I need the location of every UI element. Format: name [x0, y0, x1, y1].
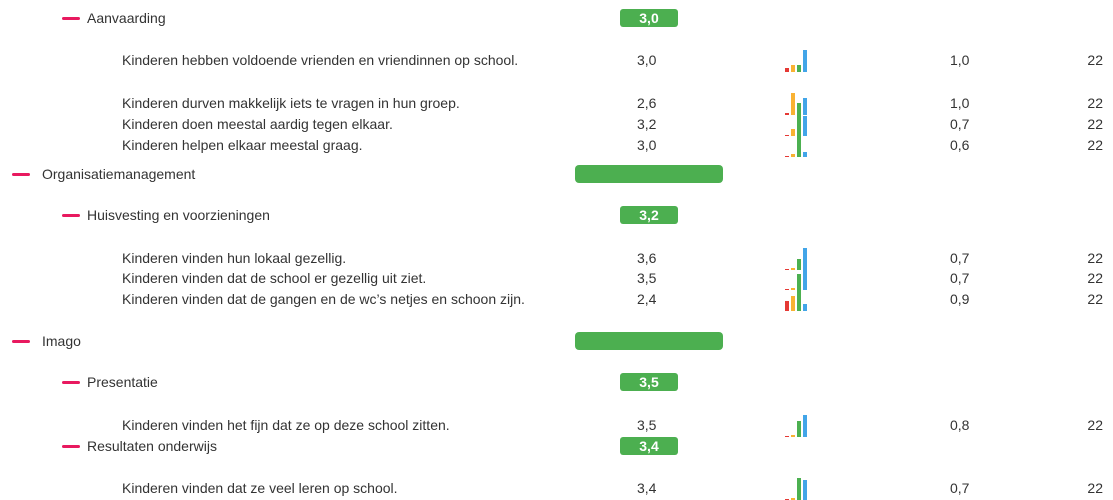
distribution-bar: [803, 415, 807, 437]
distribution-bar: [785, 156, 789, 157]
distribution-bar: [785, 269, 789, 270]
item-text: Kinderen vinden dat ze veel leren op sch…: [122, 480, 398, 496]
item-sd: 1,0: [950, 95, 970, 111]
item-sd: 0,6: [950, 137, 970, 153]
item-score: 3,0: [637, 52, 657, 68]
collapse-dash: [62, 214, 80, 217]
item-score: 2,6: [637, 95, 657, 111]
group-label: Huisvesting en voorzieningen: [87, 207, 270, 223]
distribution-bar: [785, 68, 789, 72]
score-badge: 3,2: [620, 206, 678, 224]
distribution-bar: [797, 289, 801, 311]
score-badge: 3,0: [620, 9, 678, 27]
item-text: Kinderen doen meestal aardig tegen elkaa…: [122, 116, 393, 132]
item-sd: 0,7: [950, 250, 970, 266]
item-n: 22: [1087, 116, 1103, 132]
item-n: 22: [1087, 95, 1103, 111]
collapse-dash: [62, 381, 80, 384]
item-sd: 0,7: [950, 116, 970, 132]
item-text: Kinderen vinden dat de school er gezelli…: [122, 270, 427, 286]
distribution-bar: [797, 478, 801, 500]
distribution-bar: [785, 289, 789, 290]
group-label: Aanvaarding: [87, 10, 166, 26]
collapse-dash: [62, 445, 80, 448]
distribution-bar: [791, 154, 795, 157]
distribution-bar: [803, 116, 807, 136]
distribution-bar: [803, 97, 807, 115]
collapse-dash: [12, 173, 30, 176]
distribution-bar: [791, 296, 795, 311]
item-n: 22: [1087, 52, 1103, 68]
item-score: 3,5: [637, 417, 657, 433]
section-bar: [575, 332, 723, 350]
item-n: 22: [1087, 250, 1103, 266]
group-label: Presentatie: [87, 374, 158, 390]
item-score: 3,6: [637, 250, 657, 266]
distribution-bar: [803, 268, 807, 290]
item-text: Kinderen vinden dat de gangen en de wc’s…: [122, 291, 525, 307]
item-sd: 0,7: [950, 480, 970, 496]
item-text: Kinderen helpen elkaar meestal graag.: [122, 137, 363, 153]
distribution-bar: [797, 273, 801, 290]
item-score: 3,0: [637, 137, 657, 153]
item-sd: 1,0: [950, 52, 970, 68]
distribution-bar: [785, 135, 789, 136]
distribution-bar: [797, 420, 801, 437]
section-bar: [575, 165, 723, 183]
distribution-bar: [791, 288, 795, 290]
group-label: Resultaten onderwijs: [87, 438, 217, 454]
distribution-bar: [803, 303, 807, 311]
item-sd: 0,7: [950, 270, 970, 286]
distribution-bar: [803, 480, 807, 500]
distribution-bar: [791, 129, 795, 136]
item-n: 22: [1087, 137, 1103, 153]
score-badge: 3,5: [620, 373, 678, 391]
distribution-bar: [785, 112, 789, 115]
item-score: 3,5: [637, 270, 657, 286]
distribution-bar: [803, 248, 807, 270]
distribution-bar: [785, 436, 789, 437]
item-sd: 0,8: [950, 417, 970, 433]
distribution-bar: [797, 114, 801, 136]
item-n: 22: [1087, 480, 1103, 496]
distribution-bar: [797, 64, 801, 72]
collapse-dash: [62, 17, 80, 20]
distribution-bar: [803, 50, 807, 72]
item-text: Kinderen vinden hun lokaal gezellig.: [122, 250, 347, 266]
section-label: Organisatiemanagement: [42, 166, 196, 182]
item-score: 3,4: [637, 480, 657, 496]
item-n: 22: [1087, 417, 1103, 433]
section-label: Imago: [42, 333, 81, 349]
distribution-bar: [803, 151, 807, 157]
item-text: Kinderen vinden het fijn dat ze op deze …: [122, 417, 450, 433]
item-n: 22: [1087, 291, 1103, 307]
item-text: Kinderen hebben voldoende vrienden en vr…: [122, 52, 519, 68]
item-n: 22: [1087, 270, 1103, 286]
distribution-bar: [797, 259, 801, 270]
distribution-bar: [797, 102, 801, 115]
item-sd: 0,9: [950, 291, 970, 307]
item-score: 3,2: [637, 116, 657, 132]
distribution-bar: [791, 93, 795, 115]
item-score: 2,4: [637, 291, 657, 307]
collapse-dash: [12, 340, 30, 343]
score-badge: 3,4: [620, 437, 678, 455]
distribution-bar: [785, 301, 789, 311]
item-text: Kinderen durven makkelijk iets te vragen…: [122, 95, 460, 111]
distribution-bar: [791, 435, 795, 437]
distribution-bar: [791, 64, 795, 72]
distribution-bar: [791, 268, 795, 270]
distribution-bar: [797, 135, 801, 157]
